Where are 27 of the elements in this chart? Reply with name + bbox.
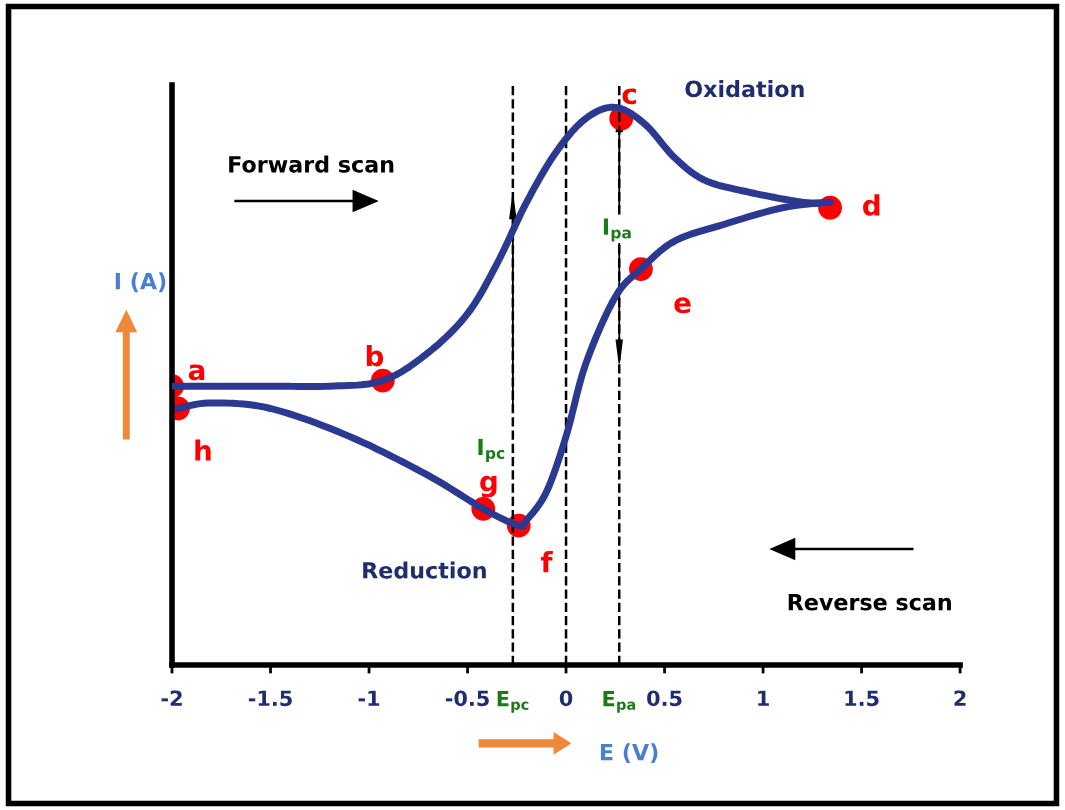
ref-line-label: E$_{pa}$	[603, 691, 636, 713]
x-tick-label: 0	[559, 690, 573, 707]
x-tick-label: -0.5	[445, 690, 489, 707]
x-tick-label: 2	[954, 690, 966, 706]
annotation: Reduction	[363, 561, 486, 579]
y-axis-title: I (A)	[115, 272, 166, 293]
annotation: I$_{pc}$	[478, 438, 505, 462]
annotation: e	[674, 297, 691, 314]
text: Oxidation	[685, 80, 804, 98]
ref-line-label: E$_{pc}$	[497, 691, 529, 713]
x-tick-label: 0.5	[647, 690, 682, 707]
x-tick-label: -1.5	[248, 690, 292, 707]
annotation: d	[863, 194, 880, 216]
annotation: h	[195, 439, 211, 461]
annotation: a	[188, 364, 205, 381]
annotation: g	[480, 475, 497, 498]
x-axis-title: E (V)	[600, 743, 658, 764]
x-tick-label: 1.5	[845, 690, 879, 707]
x-tick-label: -1	[358, 690, 380, 706]
annotation: f	[541, 551, 553, 573]
x-tick-label: 1	[758, 690, 769, 706]
annotation: I$_{pa}$	[603, 218, 631, 242]
annotation: Forward scan	[229, 155, 394, 173]
annotation: Reverse scan	[788, 594, 951, 611]
annotation: c	[622, 88, 636, 105]
x-tick-label: -2	[161, 690, 182, 706]
annotation: b	[366, 344, 384, 367]
